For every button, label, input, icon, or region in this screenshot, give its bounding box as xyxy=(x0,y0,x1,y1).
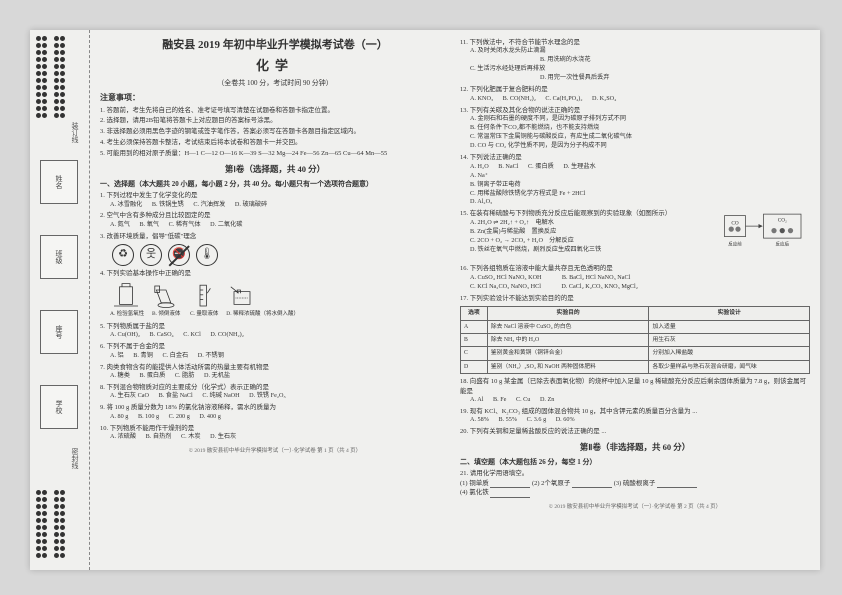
th-opt: 选项 xyxy=(461,307,488,320)
q5: 5. 下列物质属于盐的是 A. Cu(OH)₂ B. CaSO₄ C. KCl … xyxy=(100,322,450,340)
q4-apparatus: A. 检验氢氧性 B. 倾倒液体 C. 量取液体 D. 稀释浓硫酸（将水倒入酸） xyxy=(110,282,450,319)
q14: 14. 下列说法正确的是 A. H₂O B. NaCl C. 蛋白质 D. 生理… xyxy=(460,153,810,207)
blank xyxy=(490,480,530,488)
info-box-seat: 座号 xyxy=(40,310,78,354)
table-row: B 除去 NH₃ 中的 H₂O 用生石灰 xyxy=(461,334,810,347)
svg-text:CO₂: CO₂ xyxy=(778,218,787,224)
q3: 3. 改善环境质量，倡导"低碳"理念 xyxy=(100,232,450,241)
apparatus-d: D. 稀释浓硫酸（将水倒入酸） xyxy=(226,282,299,319)
dot-pattern-right-2: for(let i=0;i<10;i++)document.write('<di… xyxy=(54,490,68,558)
q12: 12. 下列化肥属于复合肥料的是 A. KNO₃ B. CO(NH₂)₂ C. … xyxy=(460,85,810,103)
blank xyxy=(490,490,530,498)
q10: 10. 下列物质不能用作干燥剂的是 A. 浓硫酸 B. 自热剂 C. 木炭 D.… xyxy=(100,424,450,442)
info-box-class: 班级 xyxy=(40,235,78,279)
recycle-icon: ♻ xyxy=(112,244,134,266)
q15-diagram: CO CO₂ 反应前 反应后 xyxy=(720,209,810,259)
thermometer-icon: 🌡 xyxy=(196,244,218,266)
notice-heading: 注意事项： xyxy=(100,92,450,104)
binding-label-top: 装订线 xyxy=(70,122,80,143)
column-right: 11. 下列做法中，不符合节能节水理念的是 A. 及时关闭水龙头防止滴漏 B. … xyxy=(460,38,810,562)
part1-heading: 第Ⅰ卷（选择题，共 40 分） xyxy=(100,163,450,175)
q3-text: 3. 改善环境质量，倡导"低碳"理念 xyxy=(100,233,196,240)
q2-b: B. 氧气 xyxy=(139,221,159,230)
q15: CO CO₂ 反应前 反应后 15. 在装有稀硫酸与下列物质充分反应后能观察到的… xyxy=(460,209,810,262)
th-purpose: 实验目的 xyxy=(487,307,649,320)
table-row: C 鉴别黄金和黄铜（铜锌合金） 分别加入稀盐酸 xyxy=(461,347,810,360)
notice-5: 5. 可能用到的相对原子质量：H—1 C—12 O—16 K—39 S—32 M… xyxy=(100,149,450,158)
dot-pattern-left: for(let i=0;i<12;i++)document.write('<di… xyxy=(36,36,50,118)
q4: 4. 下列实验基本操作中正确的是 xyxy=(100,269,450,278)
q16: 16. 下列各组物质在溶液中能大量共存且无色透明的是 A. CuSO₄ HCl … xyxy=(460,264,810,291)
svg-text:反应后: 反应后 xyxy=(776,241,790,248)
notice-1: 1. 答题前，考生先将自己的姓名、准考证号填写清楚在试题卷和答题卡指定位置。 xyxy=(100,106,450,115)
binding-label-bottom: 密封线 xyxy=(70,448,80,469)
q3-icons: ♻ 웃 🚭 🌡 xyxy=(112,244,450,266)
footer-right: © 2019 融安县初中毕业升学模拟考试（一）·化学试卷 第 2 页（共 4 页… xyxy=(460,504,810,512)
q19: 19. 现有 KCl、K₂CO₃ 组成的固体混合物共 10 g，其中含钾元素的质… xyxy=(460,407,810,425)
exam-title: 融安县 2019 年初中毕业升学模拟考试卷（一） xyxy=(100,38,450,54)
content-area: 融安县 2019 年初中毕业升学模拟考试卷（一） 化学 （全卷共 100 分，考… xyxy=(90,30,820,570)
q21: 21. 请用化学用语填空。 (1) 铜单质 (2) 2个氧原子 (3) 硫酸根离… xyxy=(460,469,810,497)
q4-text: 4. 下列实验基本操作中正确的是 xyxy=(100,270,191,277)
apparatus-c: C. 量取液体 xyxy=(188,282,220,319)
info-box-school: 学校 xyxy=(40,385,78,429)
q1-text: 1. 下列过程中发生了化学变化的是 xyxy=(100,192,198,199)
q17: 17. 下列实验设计不能达到实验目的的是 xyxy=(460,294,810,303)
apparatus-b: B. 倾倒液体 xyxy=(150,282,182,319)
part2-heading: 第Ⅱ卷（非选择题，共 60 分） xyxy=(460,441,810,453)
prohibit-icon: 🚭 xyxy=(168,244,190,266)
table-row: A 除去 NaCl 溶液中 CuSO₄ 的白色 加入适量 xyxy=(461,320,810,333)
q2: 2. 空气中含有多种成分且比较固定的是 A. 氮气 B. 氧气 C. 稀有气体 … xyxy=(100,211,450,229)
svg-text:反应前: 反应前 xyxy=(728,241,742,248)
notice-2: 2. 选择题，请用2B铅笔将答题卡上对应题目的答案标号涂黑。 xyxy=(100,116,450,125)
q13: 13. 下列有关碳及其化合物的说法正确的是 A. 金刚石和石墨的硬度不同，是因为… xyxy=(460,106,810,151)
footer-left: © 2019 融安县初中毕业升学模拟考试（一）·化学试卷 第 1 页（共 4 页… xyxy=(100,448,450,456)
q6: 6. 下列不属于合金的是 A. 铝 B. 青铜 C. 白金石 D. 不锈钢 xyxy=(100,342,450,360)
q1-a: A. 冰雪融化 xyxy=(110,201,142,210)
q20: 20. 下列有关铜和足量稀盐酸反应的说法正确的是 ... xyxy=(460,427,810,436)
column-left: 融安县 2019 年初中毕业升学模拟考试卷（一） 化学 （全卷共 100 分，考… xyxy=(100,38,450,562)
q1: 1. 下列过程中发生了化学变化的是 A. 冰雪融化 B. 铁锅生锈 C. 汽油挥… xyxy=(100,191,450,209)
table-row: D 鉴别（NH₄）₂SO₄ 和 NaOH 两种固体肥料 各取少量样品与熟石灰混合… xyxy=(461,360,810,373)
q5-text: 5. 下列物质属于盐的是 xyxy=(100,323,165,330)
q9: 9. 将 100 g 质量分数为 18% 的氯化钠溶液稀释，需水的质量为 A. … xyxy=(100,403,450,421)
q18: 18. 向盛有 10 g 某金属（已除去表面氧化物）的烧杯中加入足量 10 g … xyxy=(460,377,810,405)
info-box-name: 姓名 xyxy=(40,160,78,204)
q2-a: A. 氮气 xyxy=(110,221,130,230)
dot-pattern-right: for(let i=0;i<12;i++)document.write('<di… xyxy=(54,36,68,118)
notice-3: 3. 非选择题必须用黑色字迹的钢笔或签字笔作答，答案必须写在答题卡各题目指定区域… xyxy=(100,127,450,136)
blank xyxy=(657,480,697,488)
q2-text: 2. 空气中含有多种成分且比较固定的是 xyxy=(100,212,211,219)
dot-pattern-left-2: for(let i=0;i<10;i++)document.write('<di… xyxy=(36,490,50,558)
person-icon: 웃 xyxy=(140,244,162,266)
exam-meta: （全卷共 100 分，考试时间 90 分钟） xyxy=(100,78,450,88)
apparatus-a: A. 检验氢氧性 xyxy=(110,282,144,319)
q7: 7. 肉类食物含有的能提供人体活动所需的热量主要有机物是 A. 糖类 B. 蛋白… xyxy=(100,363,450,381)
fill-intro: 二、填空题（本大题包括 26 分，每空 1 分） xyxy=(460,457,810,467)
th-design: 实验设计 xyxy=(649,307,810,320)
q8: 8. 下列混合物物质对应的主要成分（化学式）表示正确的是 A. 生石灰 CaO … xyxy=(100,383,450,401)
notice-4: 4. 考生必须保持答题卡整洁，考试结束后将本试卷和答题卡一并交回。 xyxy=(100,138,450,147)
exam-paper: for(let i=0;i<12;i++)document.write('<di… xyxy=(30,30,820,570)
exam-subject: 化学 xyxy=(100,57,450,76)
q2-c: C. 稀有气体 xyxy=(169,221,201,230)
q11: 11. 下列做法中，不符合节能节水理念的是 A. 及时关闭水龙头防止滴漏 B. … xyxy=(460,38,810,83)
q1-b: B. 铁锅生锈 xyxy=(152,201,184,210)
binding-margin: for(let i=0;i<12;i++)document.write('<di… xyxy=(30,30,90,570)
q1-d: D. 玻璃破碎 xyxy=(235,201,267,210)
blank xyxy=(572,480,612,488)
q1-c: C. 汽油挥发 xyxy=(193,201,225,210)
svg-text:CO: CO xyxy=(731,221,739,227)
q17-table: 选项 实验目的 实验设计 A 除去 NaCl 溶液中 CuSO₄ 的白色 加入适… xyxy=(460,306,810,374)
choice-intro: 一、选择题（本大题共 20 小题，每小题 2 分，共 40 分。每小题只有一个选… xyxy=(100,179,450,189)
q2-d: D. 二氧化碳 xyxy=(210,221,242,230)
